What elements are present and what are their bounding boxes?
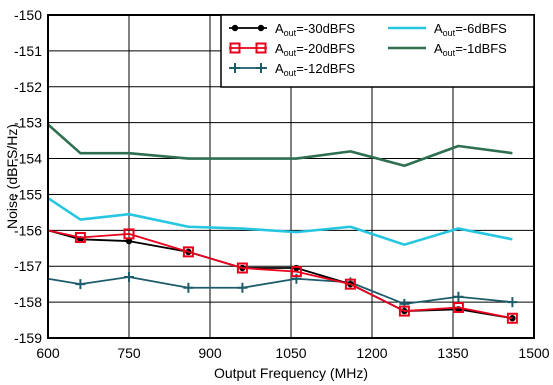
- series-aout-20dbfs: [47, 228, 518, 324]
- y-tick-label: -157: [14, 258, 42, 274]
- x-tick-label: 1200: [356, 345, 387, 361]
- data-point-marker: [183, 282, 194, 293]
- legend-label: Aout=-20dBFS: [275, 41, 355, 58]
- data-point-marker: [257, 24, 265, 32]
- series-line: [47, 123, 513, 168]
- y-tick-label: -154: [14, 151, 42, 167]
- data-point-marker: [229, 42, 241, 54]
- data-point-marker: [231, 24, 239, 32]
- series-aout-12dbfs: [47, 271, 518, 309]
- x-tick-label: 1050: [275, 345, 306, 361]
- data-point-marker: [125, 237, 133, 245]
- series-line: [47, 229, 513, 320]
- y-tick-label: -151: [14, 43, 42, 59]
- legend-item: Aout=-20dBFS: [229, 41, 355, 58]
- chart-series: [47, 123, 518, 324]
- legend-label: Aout=-6dBFS: [434, 21, 507, 38]
- y-tick-label: -156: [14, 222, 42, 238]
- series-line: [47, 196, 513, 246]
- data-point-marker: [290, 266, 302, 278]
- series-line: [47, 276, 513, 305]
- data-point-marker: [453, 291, 464, 302]
- y-axis-ticks: -150 -151 -152 -153 -154 -155 -156 -157 -158 -159: [14, 7, 42, 346]
- x-tick-label: 900: [198, 345, 222, 361]
- x-tick-label: 1350: [437, 345, 468, 361]
- series-aout-6dbfs: [47, 196, 513, 246]
- legend-item: Aout=-6dBFS: [388, 21, 507, 38]
- y-tick-label: -159: [14, 330, 42, 346]
- data-point-marker: [124, 271, 134, 282]
- data-point-marker: [344, 278, 356, 290]
- legend-label: Aout=-1dBFS: [434, 41, 507, 58]
- series-aout-1dbfs: [47, 123, 513, 168]
- data-point-marker: [236, 262, 248, 274]
- data-point-marker: [230, 63, 240, 73]
- data-point-marker: [74, 232, 86, 244]
- y-tick-label: -152: [14, 79, 42, 95]
- data-point-marker: [75, 279, 86, 290]
- legend-item: Aout=-30dBFS: [229, 21, 355, 38]
- data-point-marker: [398, 305, 410, 317]
- x-axis-ticks: 600 750 900 1050 1200 1350 1500: [36, 345, 549, 361]
- x-tick-label: 750: [117, 345, 141, 361]
- y-tick-label: -155: [14, 186, 42, 202]
- data-point-marker: [452, 301, 464, 313]
- data-point-marker: [237, 282, 248, 293]
- legend-item: Aout=-12dBFS: [229, 61, 355, 78]
- data-point-marker: [507, 297, 518, 308]
- data-point-marker: [256, 63, 266, 73]
- data-point-marker: [123, 228, 135, 240]
- x-tick-label: 600: [36, 345, 60, 361]
- data-point-marker: [506, 312, 518, 324]
- y-tick-label: -158: [14, 294, 42, 310]
- legend-label: Aout=-30dBFS: [275, 21, 355, 38]
- legend-item: Aout=-1dBFS: [388, 41, 507, 58]
- data-point-marker: [182, 246, 194, 258]
- y-axis-label: Noise (dBFS/Hz): [4, 124, 20, 229]
- series-line: [47, 229, 513, 320]
- y-tick-label: -153: [14, 115, 42, 131]
- data-point-marker: [255, 42, 267, 54]
- legend-box: [220, 14, 535, 88]
- x-axis-label: Output Frequency (MHz): [214, 365, 368, 381]
- legend: Aout=-30dBFS Aout=-20dBFS Aout=-12dBFS Aout…: [220, 14, 535, 88]
- legend-label: Aout=-12dBFS: [275, 61, 355, 78]
- y-tick-label: -150: [14, 7, 42, 23]
- x-tick-label: 1500: [518, 345, 549, 361]
